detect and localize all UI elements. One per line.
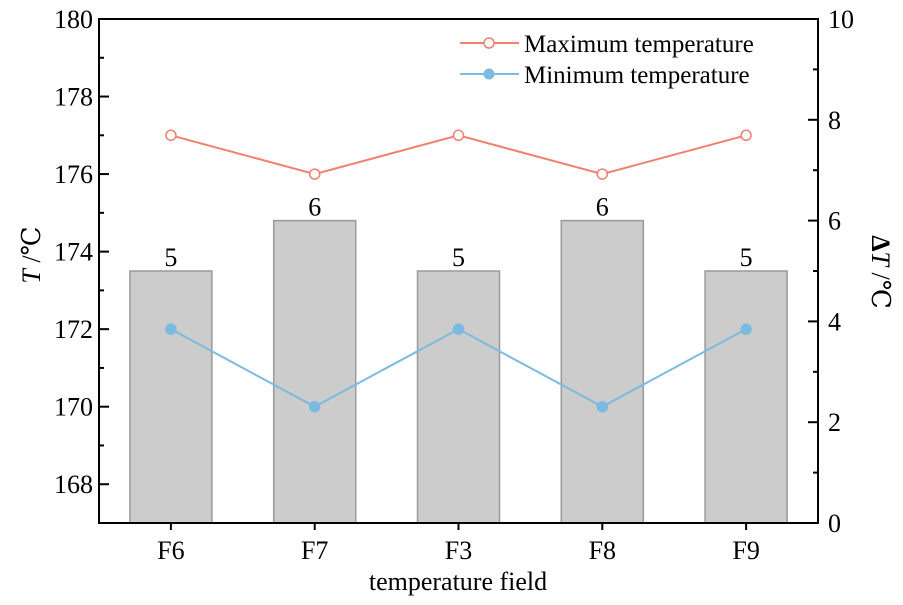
- bar-label-f6: 5: [164, 243, 177, 272]
- point-max-f7: [308, 168, 321, 180]
- point-min-f8: [596, 400, 609, 413]
- point-max-f6: [165, 129, 177, 142]
- right-tick-label-6: 6: [828, 207, 841, 236]
- right-tick-label-0: 0: [828, 509, 841, 538]
- left-axis-title-unit: /℃: [17, 226, 46, 269]
- right-axis-title-symbol: T: [866, 252, 895, 268]
- point-max-f3: [452, 129, 465, 142]
- left-tick-label-176: 176: [54, 160, 93, 189]
- bars-layer: [129, 219, 788, 524]
- point-min-f7: [308, 400, 321, 413]
- x-tick-label-f9: F9: [732, 536, 759, 565]
- bar-label-f9: 5: [740, 243, 753, 272]
- right-tick-label-4: 4: [828, 307, 841, 336]
- right-axis-title-unit: /℃: [866, 266, 895, 309]
- point-min-f3: [452, 323, 465, 335]
- bar-f3: [416, 270, 501, 524]
- point-max-f9: [740, 129, 752, 142]
- x-axis: F6 F7 F3 F8 F9: [157, 523, 760, 565]
- left-tick-label-170: 170: [54, 393, 93, 422]
- legend: Maximum temperature Minimum temperature: [460, 31, 754, 89]
- x-tick-label-f7: F7: [301, 536, 328, 565]
- legend-max-marker: [483, 37, 495, 49]
- left-axis: 168 170 172 174 176 178 180: [54, 5, 109, 524]
- left-tick-label-178: 178: [54, 83, 93, 112]
- point-min-f9: [740, 323, 752, 335]
- point-min-f6: [165, 323, 177, 335]
- right-tick-label-8: 8: [828, 106, 841, 135]
- legend-max-label: Maximum temperature: [524, 31, 754, 58]
- point-max-f8: [596, 168, 609, 180]
- x-tick-label-f8: F8: [589, 536, 616, 565]
- bar-f9: [704, 270, 788, 524]
- bar-f8: [560, 219, 645, 524]
- right-axis-title: ΔT /℃: [866, 235, 895, 309]
- bar-label-f3: 5: [452, 243, 465, 272]
- bar-label-f7: 6: [308, 193, 321, 222]
- bar-f6: [129, 270, 213, 524]
- right-tick-label-2: 2: [828, 408, 841, 437]
- left-tick-label-180: 180: [54, 5, 93, 34]
- right-tick-label-10: 10: [828, 5, 854, 34]
- left-axis-title-symbol: T: [17, 268, 46, 284]
- bar-label-f8: 6: [596, 193, 609, 222]
- bar-labels-layer: 5 6 5 6 5: [164, 193, 752, 272]
- lines-layer: [165, 129, 752, 413]
- left-tick-label-172: 172: [54, 315, 93, 344]
- right-axis-title-delta: Δ: [866, 235, 895, 251]
- x-tick-label-f3: F3: [445, 536, 472, 565]
- left-tick-label-174: 174: [54, 238, 93, 267]
- legend-min-marker: [483, 68, 495, 80]
- left-axis-title: T /℃: [17, 226, 46, 283]
- right-axis: 0 2 4 6 8 10: [808, 5, 854, 538]
- x-tick-label-f6: F6: [157, 536, 184, 565]
- left-tick-label-168: 168: [54, 470, 93, 499]
- x-axis-title: temperature field: [369, 567, 547, 596]
- bar-f7: [272, 219, 357, 524]
- series-line-max: [170, 134, 747, 176]
- legend-min-label: Minimum temperature: [524, 62, 750, 89]
